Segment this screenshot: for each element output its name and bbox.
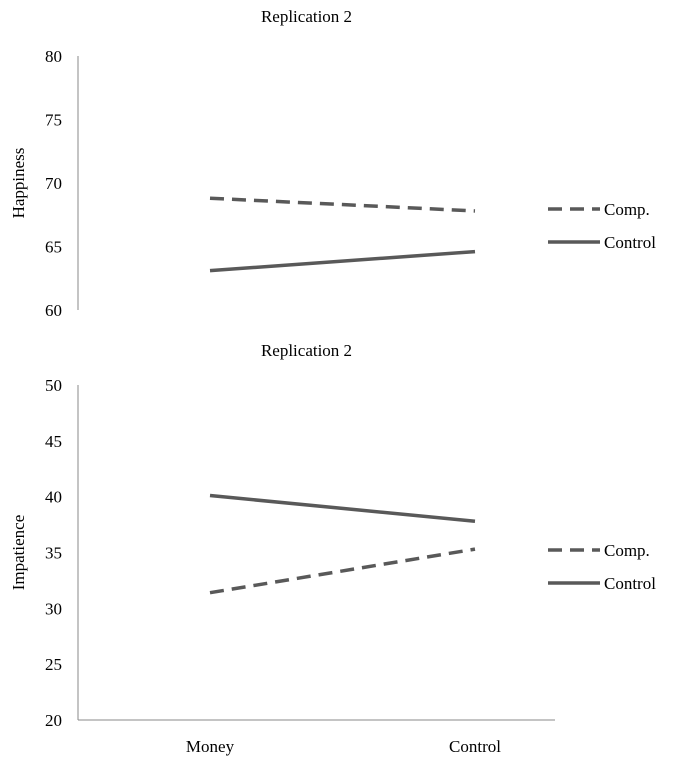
chart-2-y-tick-label: 50 — [45, 376, 62, 395]
chart-1-y-tick-label: 60 — [45, 301, 62, 320]
chart-1-y-axis-label: Happiness — [9, 148, 28, 219]
chart-2-title: Replication 2 — [261, 341, 352, 360]
chart-1-series-comp-line — [209, 196, 476, 213]
chart-2-y-tick-label: 30 — [45, 599, 62, 618]
chart-2-series-comp-line — [209, 547, 476, 595]
chart-2-y-axis-label: Impatience — [9, 515, 28, 591]
chart-2-x-tick-label: Money — [186, 737, 235, 756]
chart-1-legend-label: Comp. — [604, 200, 650, 219]
chart-1-y-tick-label: 75 — [45, 111, 62, 130]
chart-2-series-control-line — [209, 493, 476, 523]
chart-2-y-tick-label: 35 — [45, 544, 62, 563]
chart-1-legend-label: Control — [604, 233, 656, 252]
chart-1-series-control-line — [209, 249, 476, 273]
chart-2-y-tick-label: 20 — [45, 711, 62, 730]
chart-2-x-tick-label: Control — [449, 737, 501, 756]
chart-1-y-tick-label: 80 — [45, 47, 62, 66]
chart-2-legend-label: Comp. — [604, 541, 650, 560]
chart-2-y-tick-label: 45 — [45, 432, 62, 451]
chart-2: Replication 2 20 25 30 35 40 45 50 Impatience Mon… — [9, 341, 656, 756]
chart-1-title: Replication 2 — [261, 7, 352, 26]
chart-2-y-tick-label: 25 — [45, 655, 62, 674]
chart-2-y-tick-label: 40 — [45, 488, 62, 507]
chart-1: Replication 2 60 65 70 75 80 Happiness Comp. Con… — [9, 7, 656, 320]
chart-1-y-tick-label: 70 — [45, 174, 62, 193]
chart-1-y-tick-label: 65 — [45, 238, 62, 257]
chart-2-legend-label: Control — [604, 574, 656, 593]
